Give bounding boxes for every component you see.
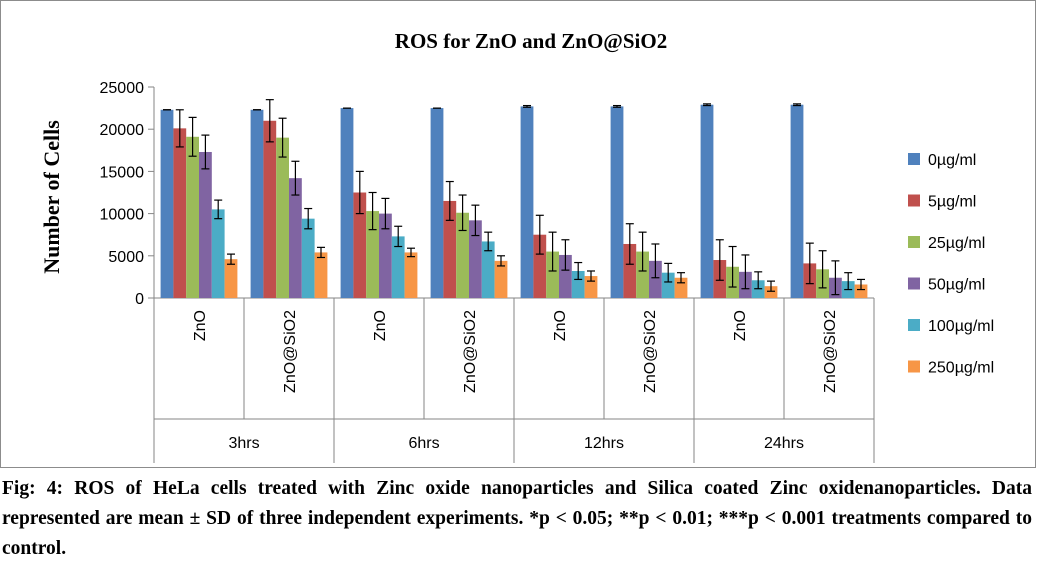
bar bbox=[250, 109, 264, 299]
legend-label: 250µg/ml bbox=[928, 360, 994, 377]
bar bbox=[649, 260, 662, 298]
bar bbox=[559, 254, 572, 298]
bar bbox=[186, 136, 199, 298]
bar bbox=[353, 192, 367, 298]
bar bbox=[404, 252, 418, 298]
x-category-label: ZnO@SiO2 bbox=[282, 310, 299, 393]
bar bbox=[533, 234, 547, 298]
legend-label: 25µg/ml bbox=[928, 235, 985, 252]
y-tick-label: 10000 bbox=[100, 207, 145, 224]
x-group-label: 12hrs bbox=[584, 435, 624, 452]
x-category-label: ZnO@SiO2 bbox=[462, 310, 479, 393]
legend-label: 5µg/ml bbox=[928, 194, 976, 211]
bar bbox=[443, 200, 457, 298]
legend-swatch bbox=[908, 153, 920, 165]
bar bbox=[379, 213, 392, 298]
bar bbox=[854, 284, 868, 298]
bar bbox=[160, 109, 174, 299]
y-tick-label: 25000 bbox=[100, 80, 145, 97]
x-group-label: 24hrs bbox=[764, 435, 804, 452]
y-tick-label: 0 bbox=[135, 291, 144, 308]
legend-swatch bbox=[908, 277, 920, 290]
bar bbox=[391, 236, 405, 298]
legend-swatch bbox=[908, 194, 920, 207]
bar bbox=[289, 178, 302, 298]
chart-frame: ROS for ZnO and ZnO@SiO2 Number of Cells… bbox=[0, 0, 1036, 468]
chart-title: ROS for ZnO and ZnO@SiO2 bbox=[395, 29, 667, 53]
bar bbox=[211, 209, 225, 298]
bar bbox=[571, 270, 585, 298]
bar bbox=[224, 259, 238, 298]
bar bbox=[199, 151, 212, 298]
x-category-label: ZnO bbox=[732, 310, 749, 341]
bar bbox=[314, 252, 328, 298]
chart: ROS for ZnO and ZnO@SiO2 Number of Cells… bbox=[39, 29, 994, 463]
y-axis-label: Number of Cells bbox=[39, 120, 64, 274]
bar bbox=[481, 241, 495, 298]
bar bbox=[546, 251, 559, 298]
x-category-label: ZnO@SiO2 bbox=[822, 310, 839, 393]
legend-label: 50µg/ml bbox=[928, 277, 985, 294]
bar bbox=[700, 104, 714, 298]
x-group-label: 6hrs bbox=[408, 435, 439, 452]
bar bbox=[661, 272, 675, 298]
bar bbox=[276, 137, 289, 298]
x-category-label: ZnO bbox=[192, 310, 209, 341]
bar bbox=[366, 211, 379, 298]
y-tick-label: 15000 bbox=[100, 164, 145, 181]
legend-swatch bbox=[908, 319, 920, 331]
x-category-label: ZnO bbox=[372, 310, 389, 341]
bar bbox=[623, 243, 637, 298]
bar bbox=[610, 106, 624, 298]
bar bbox=[520, 106, 534, 298]
x-category-label: ZnO bbox=[552, 310, 569, 341]
bar bbox=[263, 120, 277, 298]
y-tick-label: 20000 bbox=[100, 122, 145, 139]
bar bbox=[173, 128, 187, 298]
legend-label: 0µg/ml bbox=[928, 152, 976, 169]
bar bbox=[764, 286, 778, 298]
legend-swatch bbox=[908, 236, 920, 248]
plot-area: 0 5000 10000 15000 20000 25000 ZnO ZnO@SiO2 ZnO Z… bbox=[100, 80, 875, 463]
x-group-label: 3hrs bbox=[228, 435, 259, 452]
y-tick-label: 5000 bbox=[108, 249, 144, 266]
bar bbox=[301, 218, 315, 298]
bar bbox=[469, 220, 482, 298]
bar bbox=[636, 251, 649, 298]
figure-caption: Fig: 4: ROS of HeLa cells treated with Z… bbox=[2, 478, 1032, 559]
bar bbox=[340, 108, 354, 298]
x-category-label: ZnO@SiO2 bbox=[642, 310, 659, 393]
bar bbox=[790, 104, 804, 298]
bar bbox=[430, 108, 444, 298]
bar bbox=[494, 260, 508, 298]
bar bbox=[456, 212, 469, 298]
legend: 0µg/ml 5µg/ml 25µg/ml 50µg/ml 100µg/ml 250µg/… bbox=[908, 152, 994, 377]
legend-swatch bbox=[908, 360, 920, 373]
legend-label: 100µg/ml bbox=[928, 318, 994, 335]
